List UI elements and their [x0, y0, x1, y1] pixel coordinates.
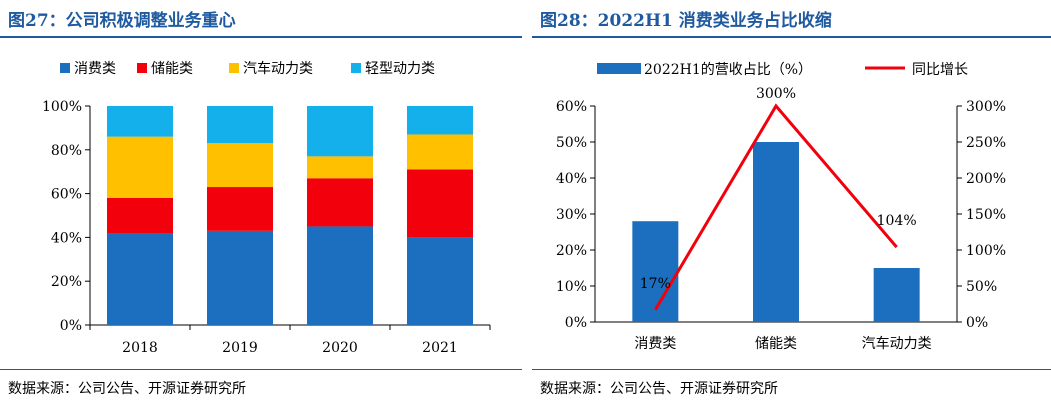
bar-segment-3-2 [307, 106, 373, 157]
figure-27-bottom-rule [0, 369, 522, 370]
bar-1 [753, 142, 799, 322]
legend-label-line: 同比增长 [912, 62, 968, 78]
y-tick-label: 20% [51, 274, 82, 290]
bar-segment-2-1 [207, 143, 273, 188]
y-left-tick-label: 0% [565, 315, 587, 331]
legend-swatch-1 [137, 63, 147, 73]
bar-segment-1-2 [307, 178, 373, 227]
y-right-tick-label: 200% [966, 171, 1006, 187]
y-left-tick-label: 10% [556, 279, 587, 295]
figure-28-panel: 图28：2022H1 消费类业务占比收缩 2022H1的营收占比（%） 同比增长 0… [532, 0, 1051, 408]
y-right-tick-label: 250% [966, 135, 1006, 151]
bar-segment-3-3 [407, 106, 473, 135]
line-data-label-2: 104% [877, 213, 917, 229]
x-tick-label: 储能类 [755, 336, 797, 352]
y-tick-label: 60% [51, 187, 82, 203]
figure-27-source: 数据来源：公司公告、开源证券研究所 [8, 381, 246, 397]
y-left-tick-label: 50% [556, 135, 587, 151]
bar-segment-0-0 [107, 233, 173, 325]
bar-segment-1-3 [407, 169, 473, 238]
bar-segment-3-1 [207, 106, 273, 144]
y-right-tick-label: 50% [966, 279, 997, 295]
legend-label-1: 储能类 [151, 61, 193, 77]
bar-segment-0-1 [207, 230, 273, 325]
x-tick-label: 2019 [222, 340, 258, 356]
figure-28-title: 图28：2022H1 消费类业务占比收缩 [540, 11, 832, 31]
y-right-tick-label: 0% [966, 315, 988, 331]
stacked-bar-chart: 消费类 储能类 汽车动力类 轻型动力类 0% 20% 40% 60% 80% 100% 2018 20… [42, 60, 491, 356]
legend-label-2: 汽车动力类 [243, 60, 313, 77]
legend-swatch-3 [351, 63, 361, 73]
line-data-label-0: 17% [640, 276, 671, 292]
x-tick-label: 2020 [322, 340, 358, 356]
x-tick-label: 2018 [122, 340, 158, 356]
legend-label-bar: 2022H1的营收占比（%） [644, 62, 812, 78]
bar-segment-1-1 [207, 187, 273, 231]
y-right-tick-label: 150% [966, 207, 1006, 223]
legend-swatch-2 [229, 63, 239, 73]
figure-27-top-rule [0, 36, 522, 38]
bar-segment-2-0 [107, 136, 173, 198]
y-tick-label: 80% [51, 143, 82, 159]
bar-line-combo-chart: 2022H1的营收占比（%） 同比增长 0% 10% 20% 30% 40% 50% 60% 0%… [556, 62, 1006, 352]
growth-line [654, 103, 898, 311]
bar-segment-0-3 [407, 237, 473, 325]
legend-label-3: 轻型动力类 [365, 61, 435, 77]
bar-segment-2-2 [307, 156, 373, 179]
bar-segment-2-3 [407, 134, 473, 170]
legend-label-0: 消费类 [74, 61, 116, 77]
bar-2 [873, 268, 920, 322]
y-left-tick-label: 30% [556, 207, 587, 223]
figure-28-source: 数据来源：公司公告、开源证券研究所 [540, 381, 778, 397]
legend-swatch-bar [597, 63, 641, 74]
figure-28-bottom-rule [532, 369, 1051, 370]
y-tick-label: 0% [60, 318, 82, 334]
x-tick-label: 消费类 [634, 336, 676, 352]
bar-segment-1-0 [107, 197, 173, 234]
line-data-label-1: 300% [756, 86, 796, 102]
y-left-tick-label: 40% [556, 171, 587, 187]
y-left-tick-label: 60% [556, 99, 587, 115]
y-right-tick-label: 300% [966, 99, 1006, 115]
bar-0 [632, 221, 679, 322]
figure-27-panel: 图27：公司积极调整业务重心 消费类 储能类 汽车动力类 轻型动力类 0% 20% 40% 6… [0, 0, 522, 408]
y-tick-label: 40% [51, 230, 82, 246]
x-tick-label: 汽车动力类 [862, 335, 932, 352]
bar-segment-0-2 [307, 226, 373, 325]
y-right-tick-label: 100% [966, 243, 1006, 259]
y-left-tick-label: 20% [556, 243, 587, 259]
bar-segment-3-0 [107, 106, 173, 137]
figure-28-top-rule [532, 36, 1051, 38]
legend-swatch-0 [60, 63, 70, 73]
figure-27-title: 图27：公司积极调整业务重心 [8, 11, 236, 31]
x-tick-label: 2021 [422, 340, 458, 356]
y-tick-label: 100% [42, 99, 82, 115]
